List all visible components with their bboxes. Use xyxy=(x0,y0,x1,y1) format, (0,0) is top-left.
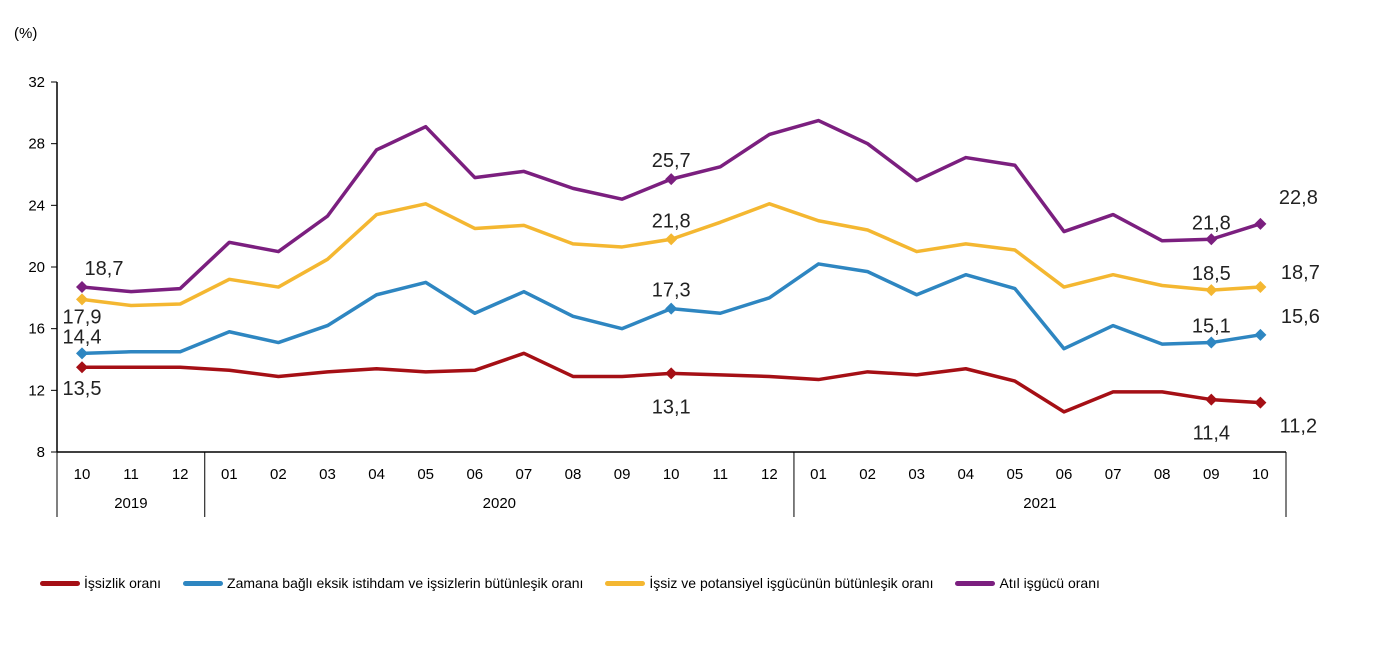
data-point-marker xyxy=(665,173,678,186)
year-label: 2020 xyxy=(483,495,516,512)
legend-item: İşsiz ve potansiyel işgücünün bütünleşik… xyxy=(605,575,933,591)
legend: İşsizlik oranı Zamana bağlı eksik istihda… xyxy=(40,575,1100,591)
x-tick-label: 11 xyxy=(713,466,729,483)
x-tick-label: 07 xyxy=(1105,466,1122,483)
data-label: 11,2 xyxy=(1280,416,1317,438)
data-point-marker xyxy=(1254,396,1267,409)
data-label: 15,1 xyxy=(1192,316,1231,338)
legend-label: İşsizlik oranı xyxy=(84,575,162,591)
data-point-marker xyxy=(665,233,678,246)
series-line xyxy=(81,118,1261,294)
legend-item: Zamana bağlı eksik istihdam ve işsizleri… xyxy=(183,575,583,591)
data-label: 13,5 xyxy=(63,378,102,400)
legend-label: İşsiz ve potansiyel işgücünün bütünleşik… xyxy=(649,575,934,591)
data-point-marker xyxy=(76,281,88,294)
data-label: 18,7 xyxy=(1281,262,1320,284)
y-tick-label: 28 xyxy=(28,136,45,153)
x-tick-label: 03 xyxy=(319,466,336,483)
data-point-marker xyxy=(76,293,88,306)
data-point-marker xyxy=(1205,233,1218,246)
data-point-marker xyxy=(1205,336,1218,349)
x-tick-label: 12 xyxy=(172,466,189,483)
x-tick-label: 05 xyxy=(1007,466,1024,483)
x-tick-label: 11 xyxy=(123,466,139,483)
legend-label: Zamana bağlı eksik istihdam ve işsizleri… xyxy=(227,575,584,591)
y-tick-label: 12 xyxy=(28,382,45,399)
data-label: 17,9 xyxy=(63,306,102,328)
data-label: 15,6 xyxy=(1281,306,1320,328)
legend-item: Atıl işgücü oranı xyxy=(955,575,1100,591)
year-label: 2019 xyxy=(114,495,147,512)
legend-swatch xyxy=(955,580,996,586)
x-tick-label: 01 xyxy=(221,466,238,483)
x-tick-label: 12 xyxy=(761,466,778,483)
y-tick-label: 24 xyxy=(28,197,45,214)
x-tick-label: 07 xyxy=(516,466,533,483)
x-tick-label: 01 xyxy=(810,466,827,483)
data-label: 22,8 xyxy=(1279,187,1318,209)
data-label: 25,7 xyxy=(652,150,691,172)
x-tick-label: 09 xyxy=(1203,466,1220,483)
data-point-marker xyxy=(1205,393,1218,406)
data-labels: 13,5 13,1 11,4 11,2 14,4 17,3 15,1 15,6 17,9 21,8… xyxy=(63,150,1320,444)
data-point-marker xyxy=(1205,284,1218,297)
x-tick-label: 02 xyxy=(270,466,287,483)
series-lines xyxy=(76,118,1267,414)
axes: 8 12 16 20 24 28 32 10 11 12 01 02 03 04 05 06 07 08 09 10 1… xyxy=(28,74,1287,517)
data-point-marker xyxy=(665,302,678,315)
legend-item: İşsizlik oranı xyxy=(40,575,161,591)
legend-swatch xyxy=(183,580,224,586)
data-label: 13,1 xyxy=(652,396,691,418)
data-label: 21,8 xyxy=(652,210,691,232)
year-label: 2021 xyxy=(1023,495,1056,512)
x-tick-label: 02 xyxy=(859,466,876,483)
data-label: 18,7 xyxy=(85,258,124,280)
data-point-marker xyxy=(76,361,88,374)
x-tick-label: 08 xyxy=(1154,466,1171,483)
data-point-marker xyxy=(1254,328,1267,341)
data-label: 21,8 xyxy=(1192,212,1231,234)
data-label: 11,4 xyxy=(1193,423,1230,445)
data-point-marker xyxy=(1254,217,1267,230)
y-tick-label: 32 xyxy=(28,74,45,91)
data-label: 17,3 xyxy=(652,280,691,302)
x-tick-label: 06 xyxy=(466,466,483,483)
y-tick-label: 8 xyxy=(37,444,45,461)
x-tick-label: 03 xyxy=(908,466,925,483)
y-axis-unit-label: (%) xyxy=(14,25,37,42)
x-tick-label: 08 xyxy=(565,466,582,483)
data-point-marker xyxy=(1254,281,1267,294)
data-label: 14,4 xyxy=(63,326,102,348)
x-tick-label: 10 xyxy=(1252,466,1269,483)
data-point-marker xyxy=(76,347,88,360)
y-tick-label: 16 xyxy=(28,321,45,338)
x-tick-label: 09 xyxy=(614,466,631,483)
x-tick-label: 05 xyxy=(417,466,434,483)
x-tick-label: 06 xyxy=(1056,466,1073,483)
x-tick-label: 04 xyxy=(957,466,974,483)
legend-swatch xyxy=(605,580,646,586)
data-point-marker xyxy=(665,367,678,380)
x-tick-label: 04 xyxy=(368,466,385,483)
legend-swatch xyxy=(40,580,80,586)
y-tick-label: 20 xyxy=(28,259,45,276)
x-tick-label: 10 xyxy=(74,466,91,483)
x-tick-label: 10 xyxy=(663,466,680,483)
legend-label: Atıl işgücü oranı xyxy=(999,575,1100,591)
data-label: 18,5 xyxy=(1192,263,1231,285)
